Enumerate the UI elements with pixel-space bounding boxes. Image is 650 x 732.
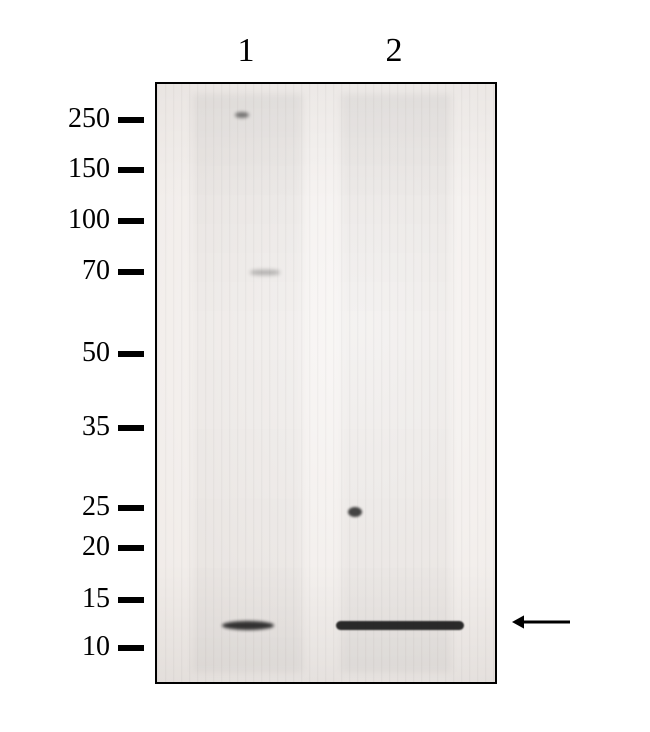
mw-tick: [118, 167, 144, 173]
mw-label: 150: [68, 153, 110, 185]
mw-tick: [118, 597, 144, 603]
mw-tick: [118, 645, 144, 651]
blot-band: [222, 621, 274, 630]
mw-label: 100: [68, 204, 110, 236]
mw-tick: [118, 505, 144, 511]
mw-label: 250: [68, 103, 110, 135]
mw-label: 35: [82, 411, 110, 443]
blot-band: [235, 112, 249, 118]
mw-tick: [118, 117, 144, 123]
blot-band: [348, 507, 362, 517]
mw-label: 10: [82, 631, 110, 663]
western-blot-figure: 1 2 250 150 100 70 50 35 25 20 15 10: [0, 0, 650, 732]
mw-tick: [118, 269, 144, 275]
mw-label: 25: [82, 491, 110, 523]
lane-label-2: 2: [374, 32, 414, 70]
lane-label-1: 1: [226, 32, 266, 70]
mw-tick: [118, 218, 144, 224]
mw-tick: [118, 351, 144, 357]
mw-label: 15: [82, 583, 110, 615]
mw-label: 50: [82, 337, 110, 369]
blot-membrane: [155, 82, 497, 684]
mw-label: 70: [82, 255, 110, 287]
blot-band: [336, 621, 464, 630]
lane-smear: [193, 94, 303, 672]
mw-tick: [118, 425, 144, 431]
blot-band: [250, 270, 280, 275]
mw-tick: [118, 545, 144, 551]
mw-label: 20: [82, 531, 110, 563]
band-arrow-indicator: [490, 600, 580, 644]
lane-smear: [341, 94, 451, 672]
